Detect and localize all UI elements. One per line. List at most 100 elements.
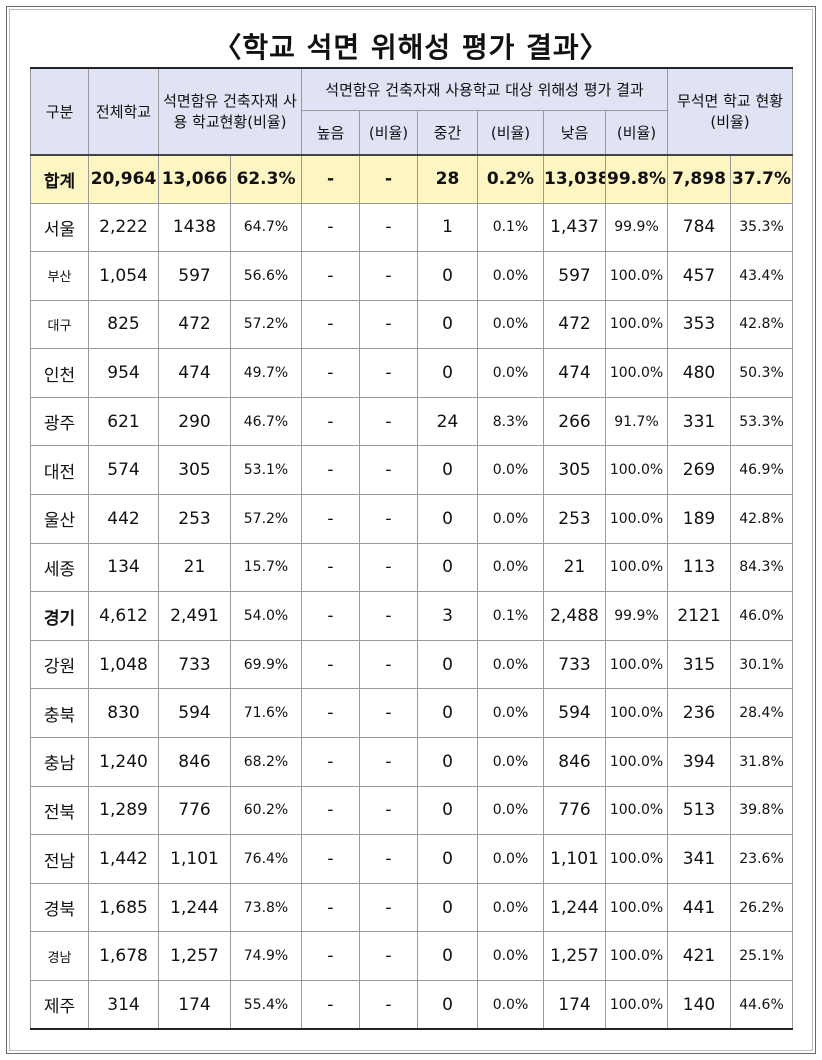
table-row: 울산 442 253 57.2% - -0 0.0% 253 100.0% 189 42.8% (30, 494, 794, 544)
cell-region: 인천 (30, 348, 89, 398)
cell-medium-pct: 0.0% (477, 542, 544, 593)
cell-medium: 0 (417, 542, 478, 593)
cell-high-pct: - (359, 494, 418, 544)
cell-asbestos-pct: 56.6% (230, 251, 302, 301)
cell-high: - (301, 396, 360, 447)
cell-no-asbestos: 457 (667, 251, 732, 301)
cell-medium: 0 (417, 348, 478, 398)
cell-total: 825 (88, 299, 159, 350)
cell-no-asbestos: 113 (667, 542, 732, 593)
cell-low: 474 (543, 348, 606, 398)
table-row: 충남 1,240 846 68.2% - -0 0.0% 846 100.0% 394 31.8% (30, 737, 794, 787)
cell-region: 광주 (30, 396, 89, 447)
cell-high: - (301, 299, 360, 350)
cell-low: 174 (543, 980, 606, 1030)
cell-low: 597 (543, 251, 606, 301)
cell-medium-pct: 0.1% (477, 202, 544, 253)
cell-asbestos: 846 (158, 737, 231, 787)
cell-high-pct: - (359, 639, 418, 690)
cell-no-asbestos-pct: 26.2% (730, 882, 794, 933)
cell-low: 1,437 (543, 202, 606, 253)
cell-total: 314 (88, 980, 159, 1030)
cell-asbestos-pct: 46.7% (230, 396, 302, 447)
cell-medium: 0 (417, 785, 478, 836)
cell-asbestos: 594 (158, 688, 231, 739)
cell-high: - (301, 445, 360, 496)
cell-asbestos: 290 (158, 396, 231, 447)
cell-no-asbestos-pct: 44.6% (730, 980, 794, 1030)
cell-asbestos: 597 (158, 251, 231, 301)
cell-medium: 0 (417, 494, 478, 544)
cell-no-asbestos: 331 (667, 396, 732, 447)
header-medium-ratio: (비율) (477, 109, 544, 156)
cell-asbestos: 305 (158, 445, 231, 496)
cell-high-pct: - (359, 591, 418, 641)
table-row: 부산 1,054 597 56.6% - -0 0.0% 597 100.0% 457 43.4% (30, 251, 794, 301)
cell-total: 574 (88, 445, 159, 496)
cell-medium-pct: 8.3% (477, 396, 544, 447)
table-row: 대전 574 305 53.1% - -0 0.0% 305 100.0% 269 46.9% (30, 445, 794, 496)
cell-total: 2,222 (88, 202, 159, 253)
cell-high: - (301, 154, 360, 204)
table-row: 경북 1,685 1,244 73.8% - -0 0.0% 1,244 100.0% 441 26… (30, 882, 794, 933)
cell-high-pct: - (359, 980, 418, 1030)
cell-no-asbestos: 140 (667, 980, 732, 1030)
cell-low-pct: 100.0% (604, 251, 669, 301)
cell-medium: 0 (417, 445, 478, 496)
cell-total: 1,289 (88, 785, 159, 836)
cell-total: 20,964 (88, 154, 159, 204)
cell-total: 134 (88, 542, 159, 593)
cell-medium: 28 (417, 154, 478, 204)
cell-no-asbestos: 394 (667, 737, 732, 787)
cell-no-asbestos-pct: 30.1% (730, 639, 794, 690)
cell-medium-pct: 0.0% (477, 251, 544, 301)
table-row: 경남 1,678 1,257 74.9% - -0 0.0% 1,257 100.0% 421 25… (30, 931, 794, 981)
cell-high: - (301, 688, 360, 739)
cell-asbestos: 472 (158, 299, 231, 350)
cell-region: 충남 (30, 737, 89, 787)
cell-high-pct: - (359, 882, 418, 933)
cell-asbestos: 733 (158, 639, 231, 690)
cell-medium: 0 (417, 737, 478, 787)
cell-high-pct: - (359, 202, 418, 253)
cell-medium: 0 (417, 882, 478, 933)
cell-low-pct: 100.0% (604, 639, 669, 690)
cell-no-asbestos: 784 (667, 202, 732, 253)
cell-medium: 0 (417, 251, 478, 301)
cell-asbestos: 2,491 (158, 591, 231, 641)
cell-asbestos: 474 (158, 348, 231, 398)
cell-low: 846 (543, 737, 606, 787)
cell-asbestos: 13,066 (158, 154, 231, 204)
cell-region: 강원 (30, 639, 89, 690)
cell-asbestos-pct: 73.8% (230, 882, 302, 933)
cell-low: 21 (543, 542, 606, 593)
cell-region: 경기 (30, 591, 89, 641)
cell-no-asbestos-pct: 42.8% (730, 494, 794, 544)
cell-medium-pct: 0.0% (477, 980, 544, 1030)
cell-high: - (301, 931, 360, 981)
cell-total: 954 (88, 348, 159, 398)
cell-low-pct: 91.7% (604, 396, 669, 447)
cell-asbestos-pct: 68.2% (230, 737, 302, 787)
outer-frame (6, 6, 816, 1054)
cell-no-asbestos-pct: 43.4% (730, 251, 794, 301)
cell-medium: 3 (417, 591, 478, 641)
cell-high-pct: - (359, 154, 418, 204)
cell-high-pct: - (359, 737, 418, 787)
cell-low-pct: 100.0% (604, 348, 669, 398)
cell-asbestos: 1,257 (158, 931, 231, 981)
cell-low: 305 (543, 445, 606, 496)
cell-no-asbestos: 189 (667, 494, 732, 544)
cell-region: 전북 (30, 785, 89, 836)
cell-high: - (301, 202, 360, 253)
cell-medium: 0 (417, 639, 478, 690)
cell-medium: 0 (417, 931, 478, 981)
cell-low-pct: 99.9% (604, 591, 669, 641)
header-high: 높음 (301, 109, 360, 156)
cell-medium: 0 (417, 834, 478, 884)
cell-high-pct: - (359, 396, 418, 447)
cell-medium-pct: 0.0% (477, 882, 544, 933)
cell-low-pct: 100.0% (604, 931, 669, 981)
cell-no-asbestos-pct: 39.8% (730, 785, 794, 836)
cell-no-asbestos: 2121 (667, 591, 732, 641)
